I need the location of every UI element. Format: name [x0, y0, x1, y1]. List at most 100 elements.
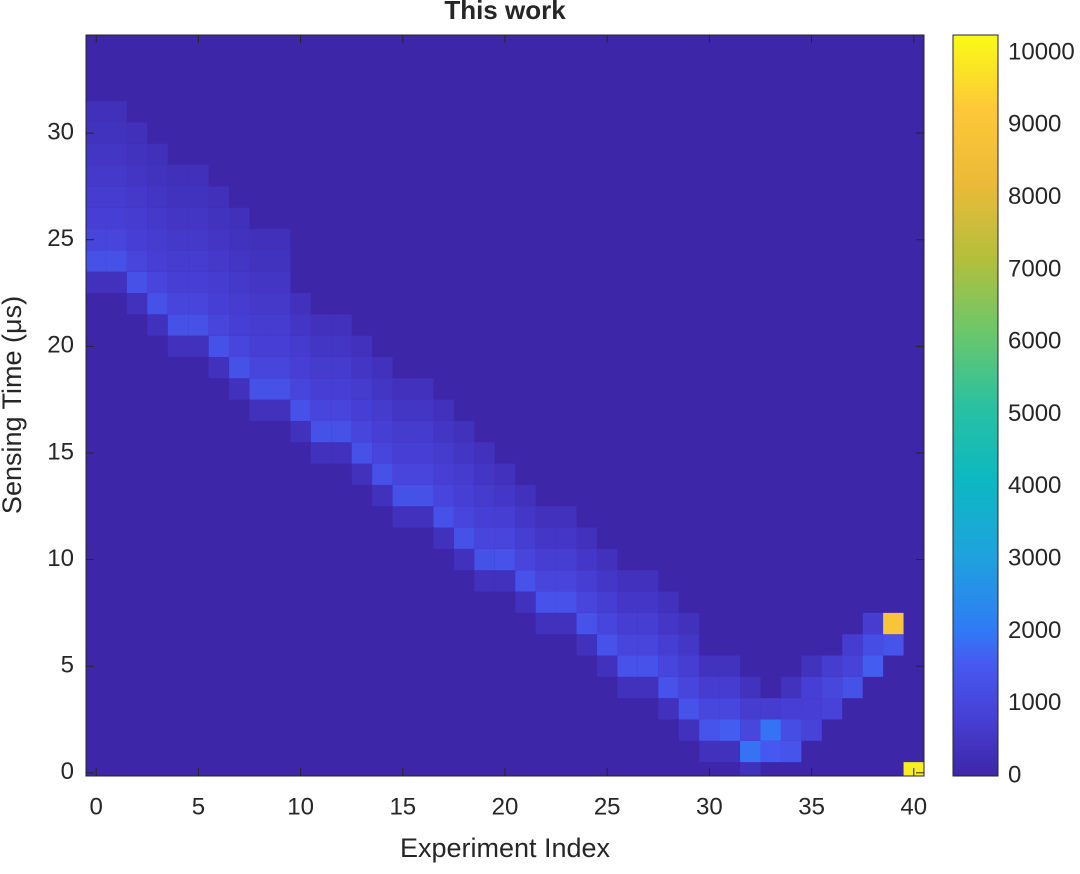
- heatmap-cell: [269, 229, 291, 251]
- heatmap-cell: [556, 527, 577, 549]
- heatmap-cell: [310, 314, 332, 336]
- heatmap-cell: [188, 335, 209, 357]
- heatmap-cell: [208, 229, 230, 251]
- heatmap-cell: [86, 229, 107, 251]
- heatmap-cell: [637, 634, 659, 656]
- heatmap-cell: [392, 378, 414, 400]
- heatmap-cell: [842, 676, 863, 699]
- heatmap-cell: [208, 186, 230, 208]
- heatmap-cell: [351, 463, 373, 485]
- heatmap-cell: [229, 378, 250, 400]
- heatmap-cell: [862, 612, 884, 635]
- heatmap-cell: [413, 378, 434, 400]
- heatmap-cell: [331, 314, 352, 336]
- heatmap-cell: [453, 463, 475, 485]
- heatmap-cell: [269, 335, 291, 357]
- heatmap-cell: [392, 442, 414, 464]
- heatmap-cell: [351, 399, 373, 421]
- chart-title: This work: [444, 0, 566, 25]
- heatmap-cell: [147, 293, 168, 315]
- heatmap-cell: [167, 229, 189, 251]
- heatmap-cell: [453, 442, 475, 464]
- heatmap-cell: [740, 676, 761, 699]
- heatmap-cell: [658, 698, 679, 720]
- heatmap-cell: [331, 442, 352, 464]
- heatmap-cell: [249, 250, 270, 272]
- heatmap-cell: [576, 634, 597, 656]
- heatmap-cell: [86, 250, 107, 272]
- heatmap-cell: [167, 314, 189, 336]
- heatmap-cell: [351, 378, 373, 400]
- colorbar-tick-label: 7000: [1008, 255, 1061, 282]
- heatmap-cell: [310, 378, 332, 400]
- heatmap-cell: [310, 335, 332, 357]
- heatmap-cell: [453, 527, 475, 549]
- heatmap-cell: [760, 698, 781, 720]
- heatmap-cell: [596, 634, 618, 656]
- heatmap-cell: [351, 335, 373, 357]
- heatmap-cell: [269, 314, 291, 336]
- heatmap-cell: [290, 293, 311, 315]
- heatmap-cell: [658, 612, 679, 635]
- heatmap-cell: [719, 740, 741, 763]
- heatmap-cell: [760, 719, 781, 741]
- heatmap-cell: [474, 548, 495, 571]
- heatmap-cell: [392, 399, 414, 421]
- heatmap-cell: [801, 719, 822, 741]
- heatmap-cell: [167, 293, 189, 315]
- heatmap-cell: [617, 655, 638, 677]
- heatmap-cell: [269, 250, 291, 272]
- heatmap-cell: [331, 378, 352, 400]
- heatmap-cell: [678, 676, 700, 699]
- heatmap-cell: [535, 612, 557, 635]
- heatmap-cell: [515, 548, 536, 571]
- heatmap-cell: [126, 207, 148, 230]
- heatmap-cell: [106, 143, 127, 166]
- heatmap-cell: [167, 250, 189, 272]
- heatmap-cells: [86, 101, 924, 776]
- x-tick-label: 5: [192, 793, 205, 820]
- heatmap-cell: [147, 229, 168, 251]
- heatmap-cell: [147, 314, 168, 336]
- colorbar-tick-label: 8000: [1008, 183, 1061, 210]
- heatmap-cell: [801, 676, 822, 699]
- colorbar-tick-label: 2000: [1008, 617, 1061, 644]
- heatmap-cell: [719, 676, 741, 699]
- heatmap-cell: [413, 420, 434, 443]
- heatmap-cell: [740, 719, 761, 741]
- heatmap-cell: [106, 271, 127, 294]
- heatmap-cell: [780, 698, 802, 720]
- heatmap-cell: [699, 676, 720, 699]
- heatmap-cell: [494, 506, 516, 528]
- heatmap-cell: [699, 655, 720, 677]
- heatmap-cell: [821, 676, 843, 699]
- heatmap-cell: [86, 165, 107, 187]
- heatmap-cell: [126, 271, 148, 294]
- heatmap-cell: [86, 207, 107, 230]
- heatmap-cell: [780, 740, 802, 763]
- heatmap-cell: [147, 271, 168, 294]
- heatmap-cell: [699, 740, 720, 763]
- heatmap-cell: [556, 548, 577, 571]
- heatmap-cell: [208, 250, 230, 272]
- heatmap-cell: [637, 591, 659, 613]
- heatmap-cell: [269, 399, 291, 421]
- heatmap-cell: [310, 442, 332, 464]
- x-tick-label: 0: [90, 793, 103, 820]
- colorbar-tick-label: 6000: [1008, 328, 1061, 355]
- heatmap-cell: [433, 506, 454, 528]
- heatmap-cell: [351, 356, 373, 379]
- heatmap-cell: [310, 399, 332, 421]
- heatmap-cell: [392, 463, 414, 485]
- heatmap-cell: [290, 335, 311, 357]
- heatmap-cell: [740, 698, 761, 720]
- y-tick-label: 25: [47, 225, 74, 252]
- heatmap-cell: [842, 655, 863, 677]
- heatmap-cell: [535, 527, 557, 549]
- heatmap-cell: [86, 143, 107, 166]
- heatmap-cell: [596, 548, 618, 571]
- x-tick-label: 35: [798, 793, 825, 820]
- heatmap-cell: [106, 250, 127, 272]
- heatmap-cell: [208, 293, 230, 315]
- heatmap-cell: [494, 484, 516, 507]
